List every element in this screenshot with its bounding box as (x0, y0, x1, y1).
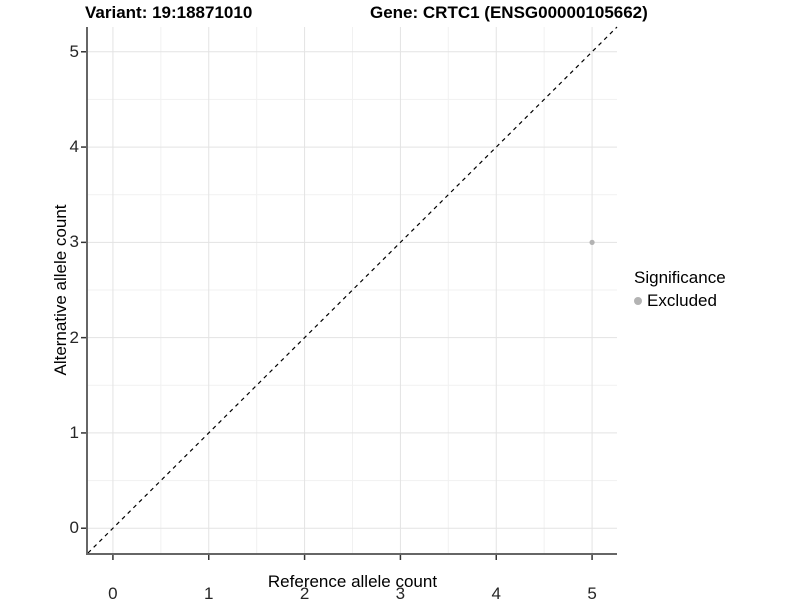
y-tick-label: 1 (69, 422, 79, 442)
data-point (589, 239, 595, 245)
y-axis-title: Alternative allele count (51, 204, 70, 376)
x-axis-title: Reference allele count (267, 572, 438, 591)
y-tick-label: 5 (69, 41, 79, 61)
y-tick-label: 3 (69, 232, 79, 252)
legend-item-label: Excluded (647, 291, 717, 310)
y-tick-label: 0 (69, 518, 79, 538)
x-tick-label: 0 (108, 584, 118, 603)
plot-title-variant: Variant: 19:18871010 (85, 3, 253, 22)
x-tick-label: 5 (587, 584, 597, 603)
x-tick-label: 3 (395, 584, 406, 603)
legend-point-icon (634, 297, 642, 305)
legend-item-excluded: Excluded (634, 291, 726, 311)
x-tick-label: 4 (491, 584, 501, 603)
legend-title: Significance (634, 268, 726, 287)
x-tick-label: 1 (204, 584, 214, 603)
x-tick-label: 2 (299, 584, 310, 603)
legend: Significance Excluded (634, 268, 726, 311)
y-tick-label: 2 (69, 327, 79, 347)
y-tick-label: 4 (69, 137, 79, 157)
plot-title-gene: Gene: CRTC1 (ENSG00000105662) (370, 3, 648, 22)
